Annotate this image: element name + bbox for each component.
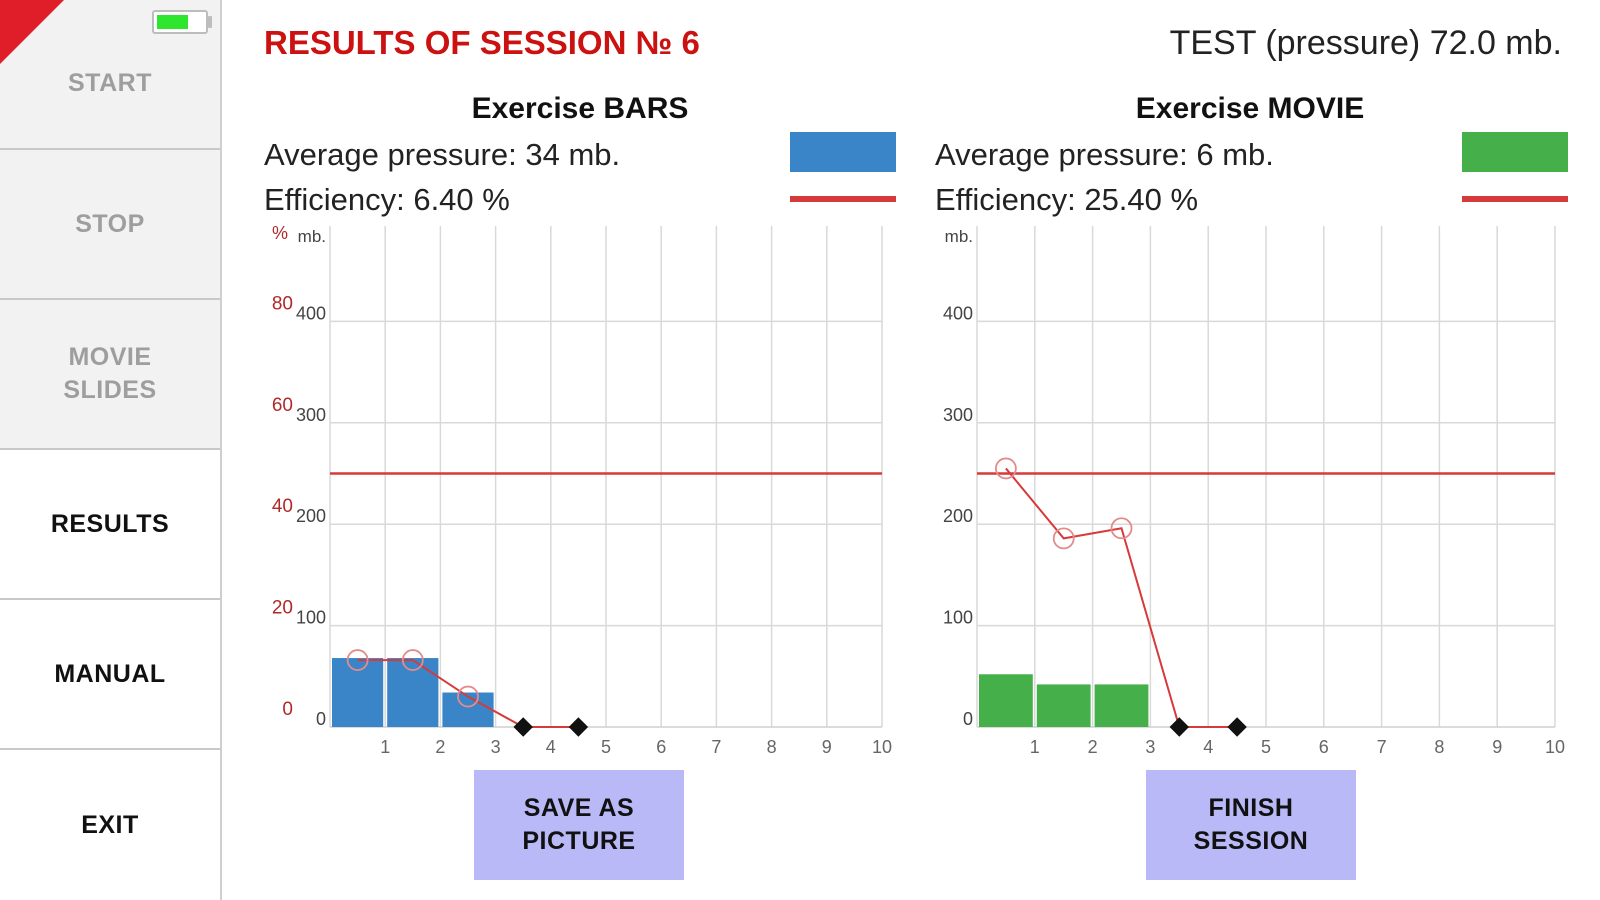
- x-tick-label: 8: [1434, 737, 1444, 757]
- start-button-label: START: [68, 68, 152, 97]
- y-tick-label: 400: [296, 303, 326, 323]
- efficiency-point-zero: [568, 717, 589, 737]
- movie-average-pressure: Average pressure: 6 mb.: [935, 137, 1274, 172]
- save-as-picture-button[interactable]: SAVE AS PICTURE: [474, 770, 684, 880]
- efficiency-point-zero: [1227, 717, 1247, 737]
- efficiency-line: [1005, 467, 1238, 728]
- test-pressure-readout: TEST (pressure) 72.0 mb.: [1169, 24, 1562, 62]
- x-tick-label: 9: [822, 737, 832, 757]
- x-tick-label: 10: [1545, 737, 1565, 757]
- x-tick-label: 7: [711, 737, 721, 757]
- movie-slides-button-label: MOVIE SLIDES: [63, 343, 157, 404]
- y-tick-label: 400: [943, 303, 973, 323]
- bar: [979, 674, 1033, 727]
- y2-tick-label: 0: [282, 699, 293, 720]
- y-axis-label: mb.: [945, 227, 973, 246]
- x-tick-label: 5: [601, 737, 611, 757]
- manual-button-label: MANUAL: [54, 659, 166, 688]
- x-tick-label: 4: [1203, 737, 1213, 757]
- x-tick-label: 5: [1261, 737, 1271, 757]
- exit-button-label: EXIT: [81, 810, 139, 839]
- x-tick-label: 10: [872, 737, 892, 757]
- movie-legend-swatch: [1462, 132, 1568, 172]
- bar: [1094, 684, 1149, 727]
- sidebar: START STOP MOVIE SLIDES RESULTS MANUAL E…: [0, 0, 222, 900]
- y-tick-label: 200: [943, 506, 973, 526]
- exercise-bars-title: Exercise BARS: [471, 92, 689, 125]
- save-as-picture-label: SAVE AS PICTURE: [522, 794, 636, 855]
- page-title: RESULTS OF SESSION № 6: [264, 24, 700, 61]
- bar: [442, 692, 494, 727]
- x-tick-label: 1: [1030, 737, 1040, 757]
- x-tick-label: 3: [491, 737, 501, 757]
- red-corner-flag-icon: [0, 0, 64, 64]
- battery-icon: [152, 10, 208, 34]
- bar: [1036, 684, 1091, 727]
- y-tick-label: 200: [296, 506, 326, 526]
- y2-axis-label: %: [272, 223, 288, 243]
- x-tick-label: 8: [767, 737, 777, 757]
- y2-tick-label: 40: [272, 496, 293, 517]
- y-tick-label: 100: [296, 608, 326, 628]
- results-button-label: RESULTS: [50, 509, 170, 538]
- efficiency-point: [1052, 527, 1075, 550]
- efficiency-point-zero: [1169, 717, 1190, 737]
- y-tick-label: 0: [963, 709, 973, 729]
- manual-button[interactable]: MANUAL: [0, 600, 220, 750]
- efficiency-point: [401, 649, 424, 671]
- x-tick-label: 6: [1319, 737, 1329, 757]
- results-button[interactable]: RESULTS: [0, 450, 220, 600]
- x-tick-label: 3: [1145, 737, 1155, 757]
- efficiency-point-zero: [513, 717, 533, 737]
- stop-button-label: STOP: [75, 209, 145, 238]
- bars-legend-swatch: [790, 132, 896, 172]
- bars-efficiency: Efficiency: 6.40 %: [264, 182, 510, 217]
- y2-tick-label: 20: [272, 598, 293, 619]
- finish-session-label: FINISH SESSION: [1193, 794, 1309, 855]
- exit-button[interactable]: EXIT: [0, 750, 220, 900]
- x-tick-label: 2: [1088, 737, 1098, 757]
- efficiency-point: [995, 457, 1017, 480]
- exercise-movie-title: Exercise MOVIE: [1135, 92, 1365, 125]
- y-tick-label: 300: [943, 405, 973, 425]
- x-tick-label: 9: [1492, 737, 1502, 757]
- battery-level-fill: [157, 15, 188, 29]
- x-tick-label: 2: [435, 737, 445, 757]
- efficiency-point: [457, 685, 479, 708]
- efficiency-line: [357, 659, 579, 728]
- movie-efficiency: Efficiency: 25.40 %: [935, 182, 1199, 217]
- finish-session-button[interactable]: FINISH SESSION: [1146, 770, 1356, 880]
- x-tick-label: 1: [380, 737, 390, 757]
- y-tick-label: 0: [316, 709, 326, 729]
- y2-tick-label: 60: [272, 395, 293, 416]
- x-tick-label: 4: [546, 737, 556, 757]
- bars-legend-line: [790, 196, 896, 202]
- x-tick-label: 6: [656, 737, 666, 757]
- efficiency-point: [1110, 517, 1133, 540]
- y-axis-label: mb.: [298, 227, 326, 246]
- efficiency-point: [346, 649, 369, 671]
- movie-legend-line: [1462, 196, 1568, 202]
- movie-slides-button[interactable]: MOVIE SLIDES: [0, 300, 220, 450]
- y2-tick-label: 80: [272, 293, 293, 314]
- y-tick-label: 100: [943, 608, 973, 628]
- bars-average-pressure: Average pressure: 34 mb.: [264, 137, 621, 172]
- y-tick-label: 300: [296, 405, 326, 425]
- battery-cap: [208, 16, 212, 28]
- x-tick-label: 7: [1377, 737, 1387, 757]
- stop-button[interactable]: STOP: [0, 150, 220, 300]
